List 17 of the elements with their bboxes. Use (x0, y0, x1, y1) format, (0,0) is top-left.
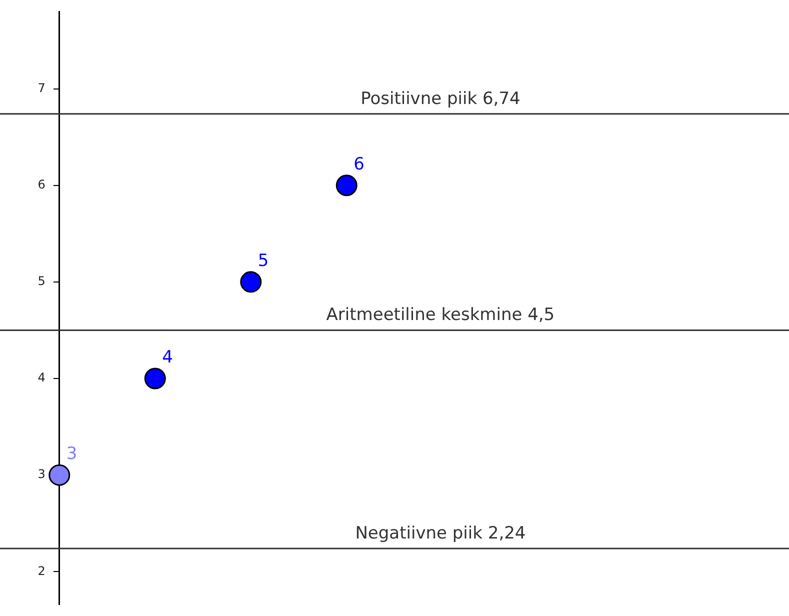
point (240, 271, 262, 293)
point (144, 368, 166, 390)
data-label: 4 (162, 347, 173, 368)
ref-line-label: Aritmeetiline keskmine 4,5 (326, 305, 555, 326)
y-tick-label: 3 (38, 467, 46, 482)
ref-line-label: Positiivne piik 6,74 (360, 88, 520, 109)
point (336, 174, 358, 196)
point (48, 464, 70, 486)
ref-line-label: Negatiivne piik 2,24 (355, 523, 526, 544)
data-label: 5 (258, 250, 269, 271)
y-tick-label: 5 (38, 274, 46, 288)
y-tick-label: 4 (38, 370, 46, 385)
data-label: 6 (354, 154, 364, 174)
y-tick-label: 7 (38, 80, 46, 95)
y-tick-label: 6 (38, 177, 46, 192)
data-label: 3 (66, 444, 78, 464)
y-tick-label: 2 (38, 564, 46, 578)
